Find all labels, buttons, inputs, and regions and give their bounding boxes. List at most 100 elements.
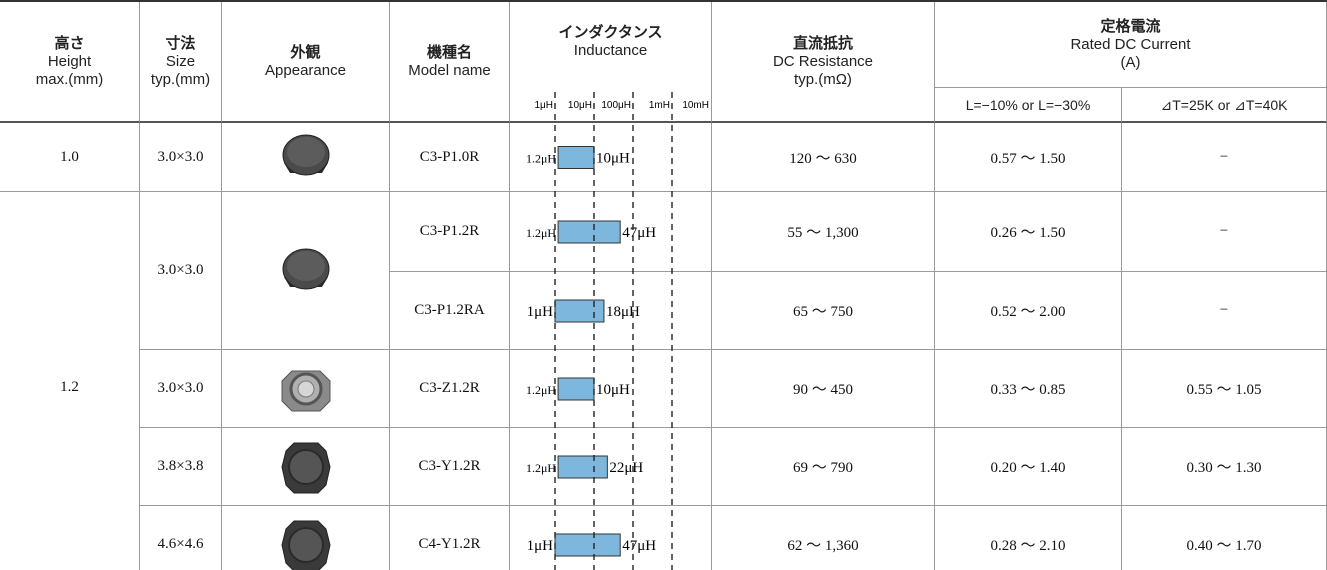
range-max: 22μH [609, 460, 643, 476]
cell-text: − [1219, 302, 1229, 318]
model-cell: C3-P1.0R [390, 123, 510, 192]
cell-text: 62 〜 1,360 [787, 538, 859, 554]
resistance-cell: 69 〜 790 [712, 428, 935, 506]
range-max: 10μH [596, 382, 630, 398]
cell-text: C3-P1.0R [419, 148, 480, 165]
current-l-cell: 0.33 〜 0.85 [935, 350, 1122, 428]
inductance-cell: 1.2μH 22μH [510, 428, 712, 506]
header-cell: 高さ Height max.(mm) [0, 2, 140, 123]
cell-text: 0.20 〜 1.40 [990, 460, 1066, 476]
model-cell: C3-P1.2RA [390, 272, 510, 350]
current-l-cell: 0.57 〜 1.50 [935, 123, 1122, 192]
header-text: 高さ [54, 34, 85, 52]
header-cell: 機種名 Model name [390, 2, 510, 123]
range-min: 1.2μH [526, 383, 556, 397]
header-text: 外観 [290, 43, 321, 61]
inductance-bar [557, 377, 595, 401]
cell-text: 1.2 [60, 379, 79, 395]
cell-text: 69 〜 790 [792, 460, 853, 476]
cell-text: 3.0×3.0 [157, 262, 204, 278]
header-text: typ.(mΩ) [794, 70, 852, 88]
inductance-bar [557, 220, 621, 244]
inductance-range: 1.2μH 10μH [526, 377, 630, 401]
current-l-cell: 0.26 〜 1.50 [935, 192, 1122, 272]
header-text: 直流抵抗 [792, 34, 853, 52]
product-photo [280, 520, 331, 570]
cell-text: 65 〜 750 [792, 304, 853, 320]
header-text: ⊿T=25K or ⊿T=40K [1160, 96, 1288, 113]
size-cell: 3.8×3.8 [140, 428, 222, 506]
cell-text: 0.26 〜 1.50 [990, 225, 1066, 241]
range-max: 47μH [622, 538, 656, 554]
inductance-range: 1.2μH 47μH [526, 220, 656, 244]
resistance-cell: 90 〜 450 [712, 350, 935, 428]
header-text: 定格電流 [1100, 17, 1161, 35]
photo-core [287, 448, 324, 485]
product-photo [280, 442, 331, 493]
range-min: 1μH [527, 538, 554, 554]
inductance-cell: 1μH 18μH [510, 272, 712, 350]
appearance-cell [222, 350, 390, 428]
size-cell: 4.6×4.6 [140, 506, 222, 570]
size-cell: 3.0×3.0 [140, 192, 222, 350]
range-min: 1μH [527, 304, 554, 320]
header-cell: インダクタンス Inductance [510, 2, 712, 123]
inductance-cell: 1.2μH 47μH [510, 192, 712, 272]
range-min: 1.2μH [526, 152, 556, 166]
cell-text: 55 〜 1,300 [787, 225, 859, 241]
current-t-cell: 0.55 〜 1.05 [1122, 350, 1327, 428]
cell-text: − [1219, 148, 1229, 165]
cell-text: − [1219, 223, 1229, 239]
appearance-cell [222, 123, 390, 192]
header-text: 機種名 [426, 43, 472, 61]
model-cell: C4-Y1.2R [390, 506, 510, 570]
cell-text: 3.0×3.0 [157, 380, 204, 396]
height-cell: 1.2 [0, 192, 140, 570]
height-cell: 1.0 [0, 123, 140, 192]
model-cell: C3-Z1.2R [390, 350, 510, 428]
current-t-cell: 0.40 〜 1.70 [1122, 506, 1327, 570]
size-cell: 3.0×3.0 [140, 350, 222, 428]
header-text: Model name [408, 61, 491, 79]
cell-text: 0.33 〜 0.85 [990, 382, 1066, 398]
cell-text: C3-Z1.2R [419, 380, 480, 396]
header-text: Rated DC Current [1070, 35, 1191, 53]
cell-text: C3-P1.2R [419, 223, 480, 239]
current-t-cell: − [1122, 272, 1327, 350]
current-t-cell: 0.30 〜 1.30 [1122, 428, 1327, 506]
cell-text: 90 〜 450 [792, 382, 853, 398]
cell-text: 0.30 〜 1.30 [1186, 460, 1262, 476]
inductance-bar [557, 146, 595, 169]
header-text: (A) [1120, 53, 1141, 71]
range-min: 1.2μH [526, 461, 556, 475]
range-max: 10μH [596, 151, 630, 167]
header-text: Height [47, 52, 92, 70]
inductance-bar [554, 533, 621, 557]
range-min: 1.2μH [526, 226, 556, 240]
size-cell: 3.0×3.0 [140, 123, 222, 192]
cell-text: C4-Y1.2R [418, 536, 481, 552]
header-cell: L=−10% or L=−30% [935, 88, 1122, 123]
appearance-cell [222, 506, 390, 570]
appearance-cell [222, 192, 390, 350]
photo-top [286, 250, 325, 281]
current-l-cell: 0.28 〜 2.10 [935, 506, 1122, 570]
inductance-cell: 1μH 47μH [510, 506, 712, 570]
appearance-cell [222, 428, 390, 506]
cell-text: C3-P1.2RA [414, 302, 485, 318]
top-rule [0, 0, 1327, 2]
range-max: 47μH [622, 225, 656, 241]
current-l-cell: 0.20 〜 1.40 [935, 428, 1122, 506]
header-text: 寸法 [165, 34, 196, 52]
photo-core [297, 380, 314, 397]
model-cell: C3-P1.2R [390, 192, 510, 272]
cell-text: 3.8×3.8 [157, 458, 204, 474]
header-cell: 直流抵抗 DC Resistance typ.(mΩ) [712, 2, 935, 123]
current-t-cell: − [1122, 123, 1327, 192]
header-text: インダクタンス [558, 24, 663, 41]
inductance-cell: 1.2μH 10μH [510, 350, 712, 428]
cell-text: 0.28 〜 2.10 [990, 538, 1066, 554]
cell-text: 4.6×4.6 [157, 536, 204, 552]
inductance-bar [554, 299, 605, 323]
